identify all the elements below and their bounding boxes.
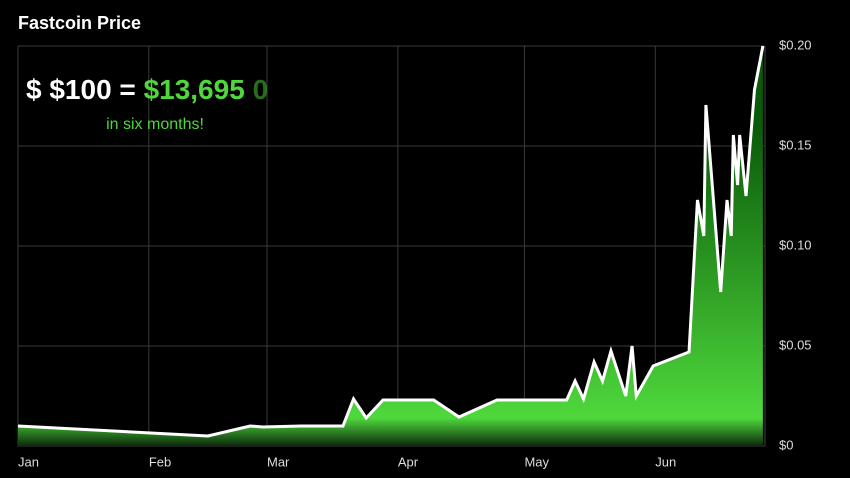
y-tick-label: $0.05	[779, 337, 812, 352]
annotation-note: in six months!	[106, 116, 204, 133]
price-line	[17, 45, 765, 438]
x-tick-label: Mar	[267, 454, 290, 469]
area-fill	[18, 46, 763, 446]
y-tick-label: $0.20	[779, 37, 812, 52]
y-tick-label: $0.15	[779, 137, 812, 152]
x-tick-label: Jan	[18, 454, 39, 469]
y-tick-label: $0.10	[779, 237, 812, 252]
annotation-prefix: $ $100 =	[26, 74, 136, 105]
x-tick-label: Apr	[398, 454, 419, 469]
x-tick-label: Jun	[655, 454, 676, 469]
x-tick-label: Feb	[149, 454, 171, 469]
annotation-trailing: 0	[253, 74, 269, 105]
annotation-amount: $13,695	[144, 74, 245, 105]
annotation: $ $100 = $13,695 0	[26, 74, 268, 105]
chart-title: Fastcoin Price	[18, 13, 141, 33]
y-tick-label: $0	[779, 437, 793, 452]
x-tick-label: May	[524, 454, 549, 469]
